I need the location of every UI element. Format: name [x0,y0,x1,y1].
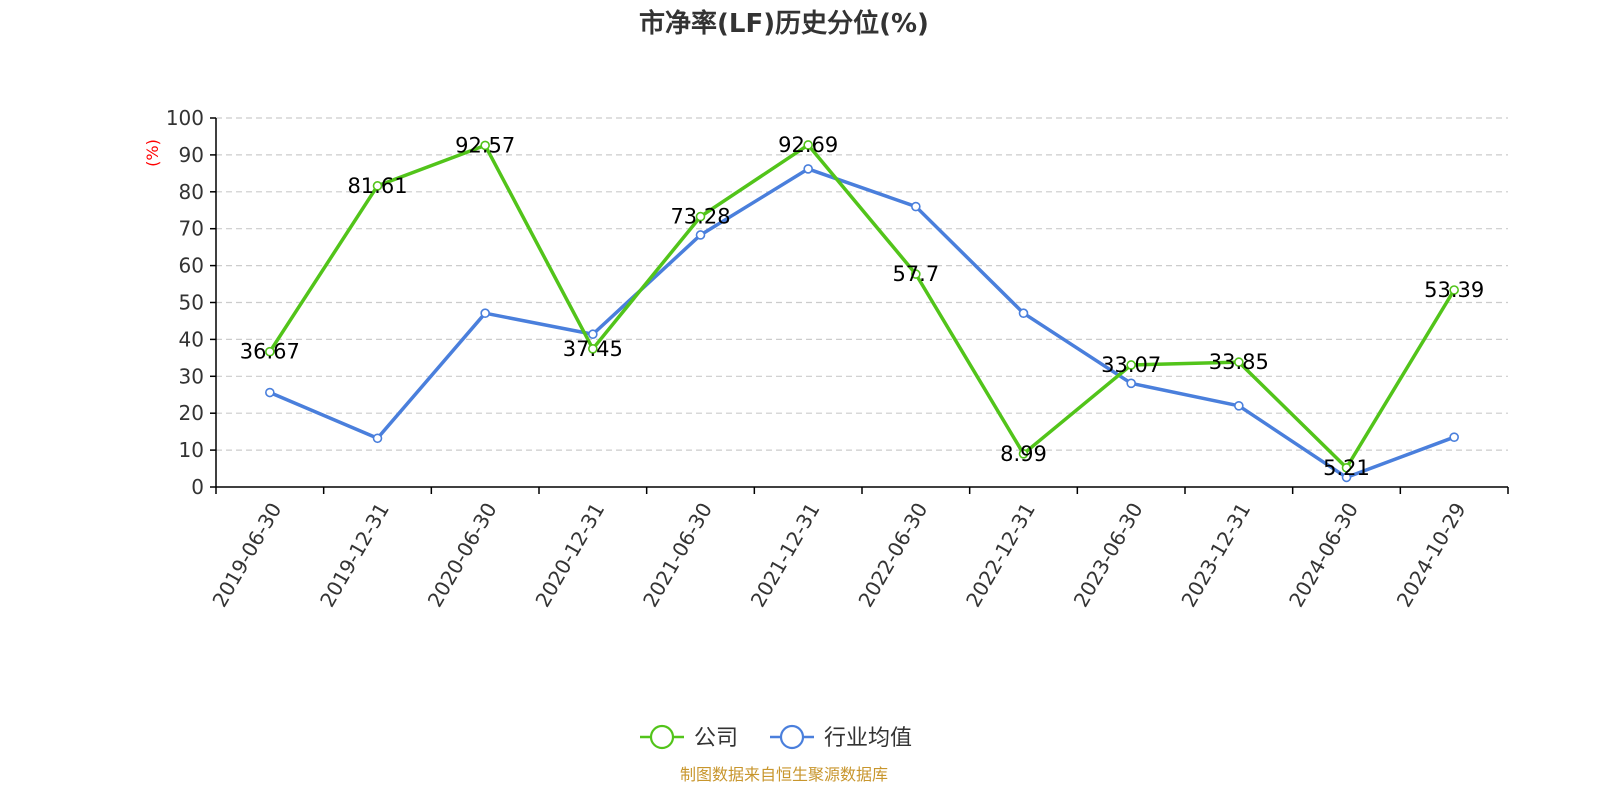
data-point-1 [588,329,598,340]
data-point-0 [803,140,813,150]
series-group [265,140,1459,483]
y-tick-label: 20 [179,401,204,425]
data-point-0 [265,346,275,357]
x-tick-label: 2024-06-30 [1284,499,1363,612]
y-tick-label: 10 [179,438,204,462]
legend-marker-icon [779,724,805,750]
data-point-0 [1341,462,1352,473]
data-point-0 [911,269,921,279]
x-tick-label: 2022-06-30 [853,498,932,611]
y-tick-label: 40 [179,327,204,351]
series-line-1 [269,167,1455,480]
data-label: 33.85 [1209,350,1269,374]
data-label: 37.45 [563,337,623,361]
y-tick-label: 70 [179,217,204,241]
legend-label: 行业均值 [824,726,912,751]
data-point-1 [1126,378,1136,389]
data-point-0 [480,140,490,151]
y-tick-label: 100 [166,106,204,130]
y-tick-label: 60 [179,254,204,278]
x-tick-label: 2020-06-30 [423,498,502,611]
x-tick-label: 2023-12-31 [1176,499,1255,612]
x-tick-label: 2021-06-30 [638,499,717,612]
y-tick-label: 50 [179,291,204,315]
data-label: 5.21 [1323,456,1370,480]
y-tick-label: 30 [179,364,204,388]
y-tick-label: 80 [179,180,204,204]
series-line-0 [268,143,1456,470]
data-point-0 [1449,285,1459,295]
legend-item-0[interactable]: 公司 [640,724,738,751]
data-point-1 [1449,432,1459,442]
x-tick-label: 2024-10-29 [1392,499,1471,612]
legend-item-1[interactable]: 行业均值 [770,724,912,751]
x-tick-label: 2021-12-31 [746,499,825,612]
data-label: 81.61 [347,174,407,198]
legend-label: 公司 [694,726,738,751]
data-point-0 [1126,360,1136,370]
data-point-0 [695,211,706,222]
data-labels: 36.67 81.61 92.57 37.45 73.28 92.69 57.7 8.99 33… [240,133,1484,480]
x-tick-label: 2019-06-30 [207,499,286,612]
data-point-0 [1018,449,1029,459]
data-point-0 [372,181,383,191]
chart-title: 市净率(LF)历史分位(%) [639,8,929,39]
data-point-0 [588,344,598,354]
data-label: 53.39 [1424,278,1484,302]
source-note: 制图数据来自恒生聚源数据库 [680,765,888,784]
y-axis-label: (%) [143,139,162,167]
grid-lines [216,117,1508,451]
x-tick-label: 2019-12-31 [315,499,394,612]
data-point-1 [1341,472,1352,483]
data-point-1 [803,164,813,174]
x-tick-label: 2022-12-31 [961,499,1040,612]
data-point-1 [480,308,490,319]
data-label: 8.99 [1000,442,1047,466]
data-label: 73.28 [670,205,730,229]
data-point-1 [1234,401,1244,411]
data-label: 57.7 [892,262,939,286]
data-label: 36.67 [240,340,300,364]
data-point-0 [1234,357,1244,367]
x-tick-label: 2023-06-30 [1069,499,1148,612]
data-point-1 [265,387,275,398]
data-label: 92.69 [778,133,838,157]
legend-marker-icon [649,724,675,750]
data-point-1 [372,433,383,444]
data-label: 92.57 [455,133,515,157]
legend[interactable]: 公司 行业均值 [640,724,912,751]
x-tick-label: 2020-12-31 [530,499,609,612]
data-label: 33.07 [1101,353,1161,377]
data-point-1 [911,201,921,212]
data-point-1 [695,230,706,240]
y-tick-label: 0 [191,475,204,499]
y-tick-label: 90 [179,143,204,167]
data-point-1 [1018,308,1029,319]
